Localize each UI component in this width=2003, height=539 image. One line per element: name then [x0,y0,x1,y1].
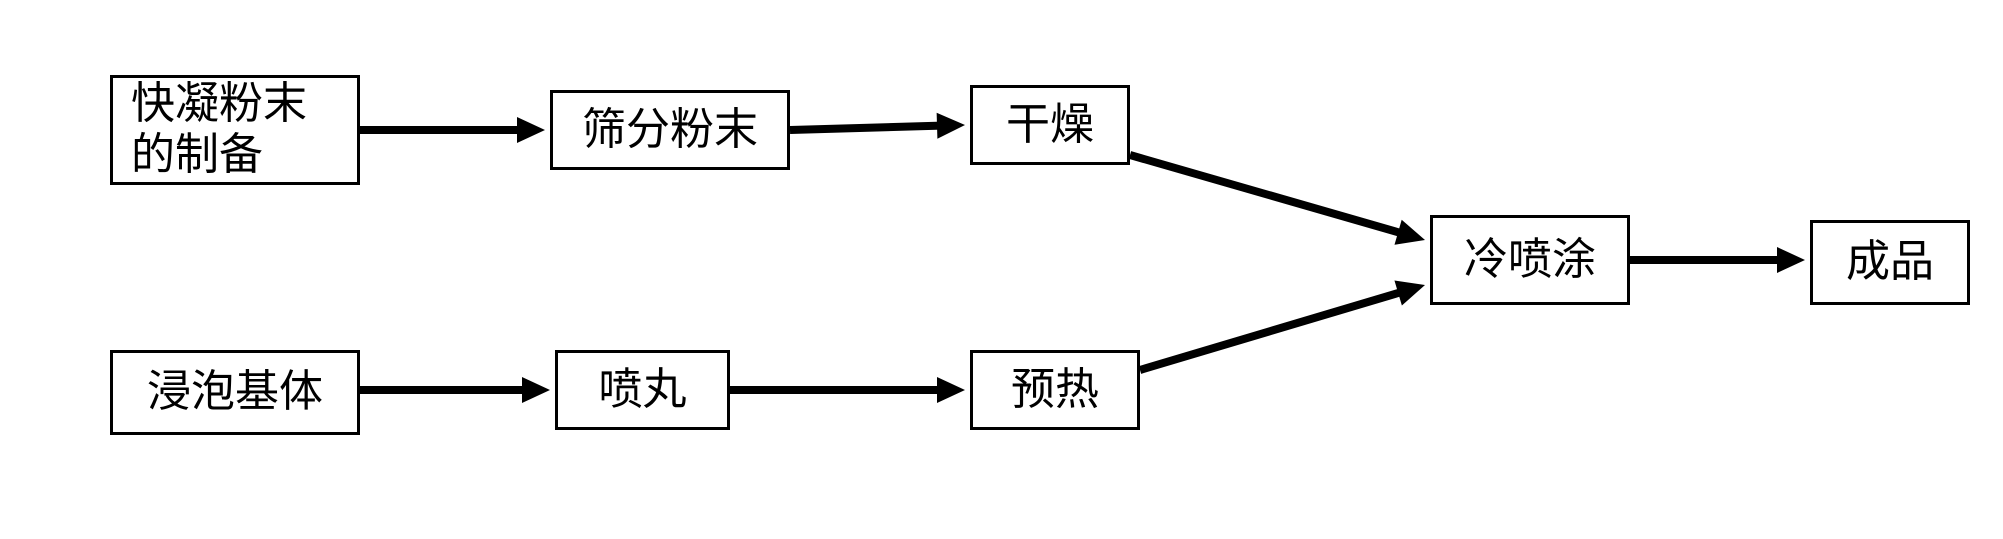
node-shot-peening: 喷丸 [555,350,730,430]
node-label: 浸泡基体 [147,367,323,418]
node-label: 快凝粉末的制备 [131,79,307,180]
node-cold-spray: 冷喷涂 [1430,215,1630,305]
node-sieve-powder: 筛分粉末 [550,90,790,170]
node-finished-product: 成品 [1810,220,1970,305]
node-label: 预热 [1011,365,1099,416]
node-label: 喷丸 [599,365,687,416]
node-preheat: 预热 [970,350,1140,430]
node-dry: 干燥 [970,85,1130,165]
node-label: 干燥 [1006,100,1094,151]
node-rapid-solidify-powder-prep: 快凝粉末的制备 [110,75,360,185]
node-soak-substrate: 浸泡基体 [110,350,360,435]
node-label: 成品 [1846,237,1934,288]
node-label: 冷喷涂 [1464,235,1596,286]
node-label: 筛分粉末 [582,105,758,156]
flowchart-canvas: 快凝粉末的制备 筛分粉末 干燥 浸泡基体 喷丸 预热 冷喷涂 成品 [0,0,2003,539]
